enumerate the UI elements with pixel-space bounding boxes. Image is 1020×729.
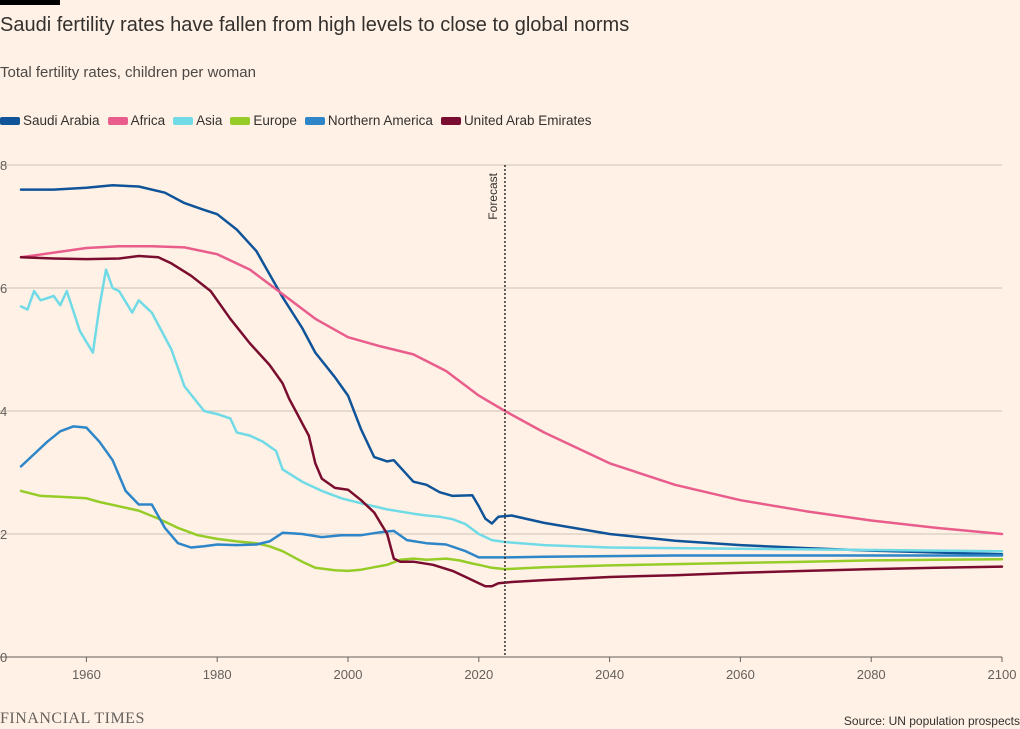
legend-label: Africa [130, 113, 166, 128]
brand-logo-text: FINANCIAL TIMES [0, 710, 145, 727]
y-tick-label: 8 [0, 158, 7, 173]
chart-subtitle: Total fertility rates, children per woma… [0, 64, 256, 81]
y-tick-label: 0 [0, 650, 7, 665]
legend-item: Africa [107, 113, 166, 128]
x-tick-label: 2080 [857, 667, 886, 682]
legend-item: United Arab Emirates [440, 113, 592, 128]
legend-label: Northern America [327, 113, 433, 128]
series-line-europe [19, 489, 1004, 573]
x-tick-label: 1980 [203, 667, 232, 682]
legend-swatch [230, 116, 251, 125]
chart-title: Saudi fertility rates have fallen from h… [0, 14, 630, 36]
series-line-northern-america [19, 425, 1004, 559]
legend-swatch [173, 116, 194, 125]
x-tick-label: 2060 [726, 667, 755, 682]
series-line-united-arab-emirates [19, 254, 1004, 588]
legend-item: Europe [230, 113, 297, 128]
legend-label: United Arab Emirates [463, 113, 592, 128]
legend-swatch [107, 116, 128, 125]
chart-legend: Saudi Arabia Africa Asia Europe Northern Ame… [0, 113, 600, 128]
y-tick-label: 6 [0, 281, 7, 296]
x-tick-label: 2000 [334, 667, 363, 682]
legend-label: Europe [253, 113, 297, 128]
series-line-asia [19, 268, 1004, 553]
y-tick-label: 4 [0, 404, 7, 419]
legend-item: Northern America [304, 113, 433, 128]
legend-item: Saudi Arabia [0, 113, 100, 128]
legend-item: Asia [173, 113, 222, 128]
x-tick-label: 2040 [595, 667, 624, 682]
legend-swatch [440, 116, 461, 125]
legend-label: Asia [196, 113, 223, 128]
forecast-label: Forecast [486, 172, 500, 219]
legend-swatch [0, 116, 20, 125]
x-tick-label: 1960 [72, 667, 101, 682]
legend-label: Saudi Arabia [23, 113, 100, 128]
y-tick-label: 2 [0, 527, 7, 542]
series-line-saudi-arabia [19, 184, 1004, 556]
source-note: Source: UN population prospects [843, 714, 1020, 728]
brand-accent-bar [0, 0, 60, 5]
legend-swatch [304, 116, 325, 125]
x-tick-label: 2100 [988, 667, 1017, 682]
x-tick-label: 2020 [464, 667, 493, 682]
series-line-africa [19, 244, 1004, 536]
